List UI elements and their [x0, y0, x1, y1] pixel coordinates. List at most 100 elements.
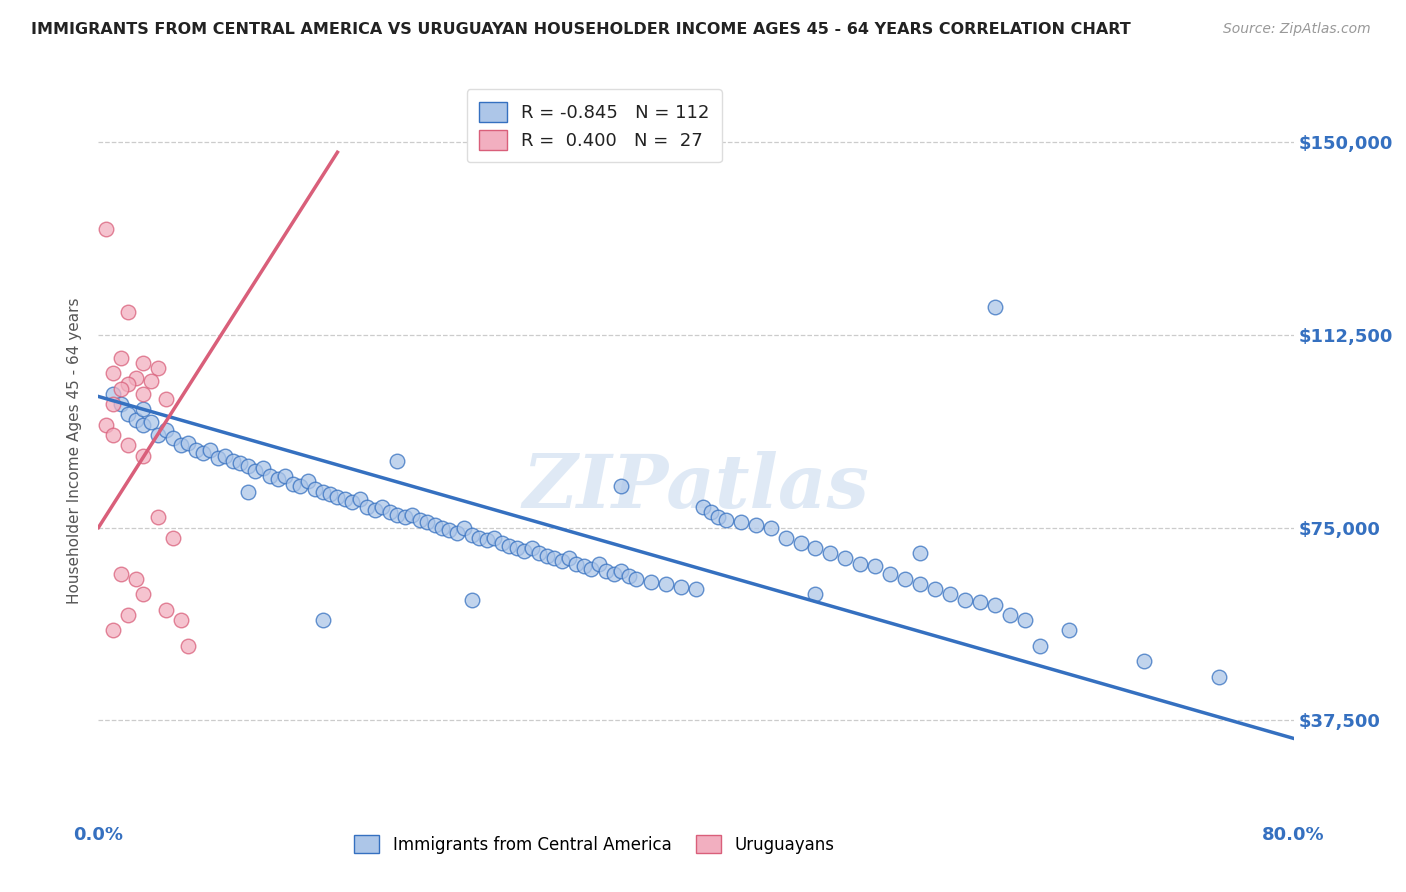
- Point: [588, 557, 610, 571]
- Point: [110, 566, 132, 581]
- Point: [236, 458, 259, 473]
- Point: [610, 479, 633, 493]
- Point: [939, 587, 962, 601]
- Point: [288, 479, 311, 493]
- Point: [94, 222, 117, 236]
- Point: [527, 546, 550, 560]
- Point: [446, 525, 468, 540]
- Point: [498, 539, 520, 553]
- Point: [103, 624, 125, 638]
- Point: [110, 382, 132, 396]
- Point: [491, 536, 513, 550]
- Point: [595, 564, 617, 578]
- Point: [132, 587, 155, 601]
- Point: [110, 397, 132, 411]
- Point: [259, 469, 281, 483]
- Point: [468, 531, 491, 545]
- Point: [371, 500, 394, 514]
- Y-axis label: Householder Income Ages 45 - 64 years: Householder Income Ages 45 - 64 years: [67, 297, 83, 604]
- Point: [804, 541, 827, 556]
- Point: [924, 582, 946, 597]
- Point: [714, 513, 737, 527]
- Point: [103, 367, 125, 381]
- Point: [953, 592, 976, 607]
- Point: [572, 559, 595, 574]
- Point: [297, 475, 319, 489]
- Point: [834, 551, 856, 566]
- Point: [543, 551, 565, 566]
- Point: [117, 408, 139, 422]
- Point: [155, 392, 177, 406]
- Point: [364, 502, 387, 516]
- Point: [610, 564, 633, 578]
- Point: [162, 531, 184, 545]
- Point: [416, 516, 439, 530]
- Point: [1059, 624, 1081, 638]
- Point: [655, 577, 678, 591]
- Point: [191, 446, 214, 460]
- Point: [311, 613, 333, 627]
- Point: [132, 449, 155, 463]
- Point: [789, 536, 811, 550]
- Point: [439, 523, 461, 537]
- Point: [356, 500, 378, 514]
- Point: [139, 374, 162, 388]
- Point: [169, 438, 191, 452]
- Point: [385, 454, 409, 468]
- Point: [326, 490, 349, 504]
- Point: [423, 518, 446, 533]
- Point: [162, 431, 184, 445]
- Point: [820, 546, 842, 560]
- Point: [155, 603, 177, 617]
- Point: [461, 528, 484, 542]
- Point: [745, 518, 768, 533]
- Point: [1208, 670, 1230, 684]
- Point: [132, 387, 155, 401]
- Point: [894, 572, 917, 586]
- Point: [245, 464, 267, 478]
- Point: [207, 451, 229, 466]
- Point: [707, 510, 730, 524]
- Text: ZIPatlas: ZIPatlas: [523, 451, 869, 524]
- Point: [349, 492, 371, 507]
- Point: [169, 613, 191, 627]
- Text: IMMIGRANTS FROM CENTRAL AMERICA VS URUGUAYAN HOUSEHOLDER INCOME AGES 45 - 64 YEA: IMMIGRANTS FROM CENTRAL AMERICA VS URUGU…: [31, 22, 1130, 37]
- Point: [401, 508, 423, 522]
- Point: [103, 387, 125, 401]
- Point: [236, 484, 259, 499]
- Point: [969, 595, 991, 609]
- Point: [385, 508, 409, 522]
- Point: [274, 469, 297, 483]
- Point: [908, 577, 931, 591]
- Point: [513, 543, 536, 558]
- Point: [200, 443, 222, 458]
- Point: [103, 397, 125, 411]
- Point: [908, 546, 931, 560]
- Point: [804, 587, 827, 601]
- Point: [281, 476, 304, 491]
- Point: [685, 582, 707, 597]
- Point: [333, 492, 356, 507]
- Point: [865, 559, 887, 574]
- Point: [475, 533, 498, 548]
- Point: [692, 500, 714, 514]
- Point: [311, 484, 333, 499]
- Point: [94, 417, 117, 432]
- Point: [117, 304, 139, 318]
- Point: [148, 361, 170, 376]
- Point: [117, 376, 139, 391]
- Point: [148, 510, 170, 524]
- Point: [1014, 613, 1036, 627]
- Point: [984, 598, 1007, 612]
- Point: [730, 516, 752, 530]
- Point: [132, 402, 155, 417]
- Point: [1133, 654, 1156, 668]
- Point: [117, 607, 139, 622]
- Point: [304, 482, 326, 496]
- Point: [132, 356, 155, 370]
- Point: [506, 541, 529, 556]
- Point: [125, 371, 148, 385]
- Point: [998, 607, 1021, 622]
- Point: [558, 551, 581, 566]
- Point: [110, 351, 132, 365]
